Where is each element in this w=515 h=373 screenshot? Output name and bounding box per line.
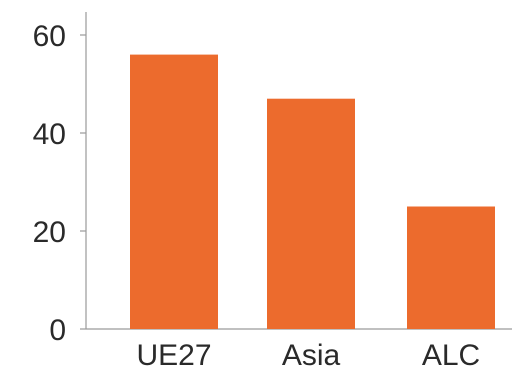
bar-alc	[407, 206, 495, 329]
y-tick-label: 60	[33, 20, 66, 53]
bar-ue27	[130, 54, 218, 329]
x-category-label: UE27	[136, 339, 211, 372]
y-tick-label: 20	[33, 216, 66, 249]
y-tick-label: 0	[49, 314, 66, 347]
chart-labels: 0 20 40 60 UE27 Asia ALC	[33, 20, 481, 372]
chart-bars	[130, 54, 495, 329]
x-category-label: ALC	[422, 339, 480, 372]
y-tick-label: 40	[33, 118, 66, 151]
x-category-label: Asia	[282, 339, 341, 372]
bar-asia	[267, 98, 355, 329]
